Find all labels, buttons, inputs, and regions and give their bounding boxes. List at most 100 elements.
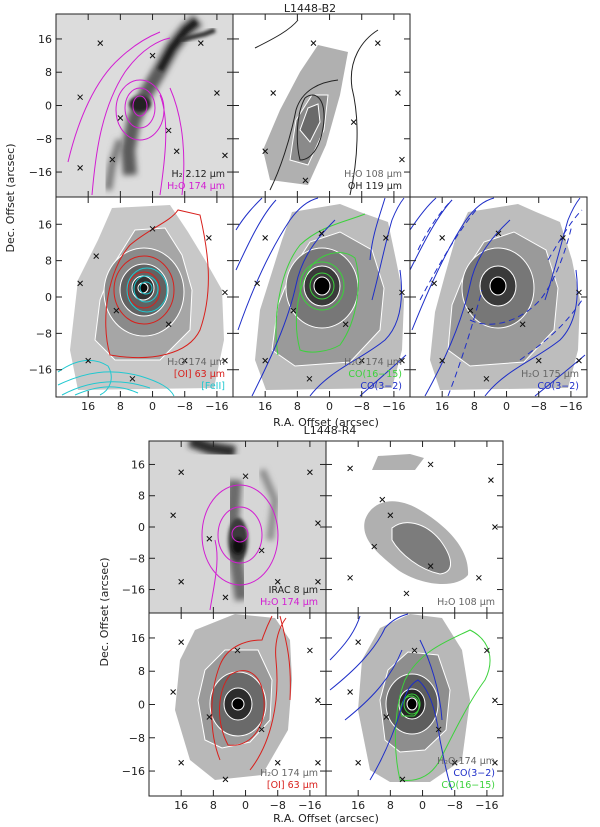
- y-tick-label: 8: [138, 665, 145, 678]
- pointing-cross-marker: [484, 647, 490, 654]
- pointing-cross-marker: [113, 307, 120, 314]
- x-tick-label: −8: [354, 400, 370, 413]
- y-tick-label: 16: [131, 458, 145, 471]
- pointing-cross-marker: [290, 307, 297, 314]
- x-tick-label: −16: [475, 799, 498, 812]
- pointing-cross-marker: [435, 726, 442, 733]
- panel-b2-co-16-15: [235, 197, 407, 397]
- pointing-cross-marker: [97, 40, 104, 46]
- pointing-cross-marker: [427, 461, 434, 468]
- legend-label: CO(16−15): [348, 369, 402, 380]
- legend-label: H₂O 174 μm: [167, 181, 225, 192]
- pointing-cross-marker: [178, 639, 185, 645]
- pointing-cross-marker: [439, 357, 446, 364]
- pointing-cross-marker: [178, 759, 185, 766]
- legend-label: H₂O 108 μm: [437, 597, 495, 608]
- pointing-cross-marker: [307, 647, 313, 654]
- y-tick-label: 0: [138, 699, 145, 712]
- pointing-cross-marker: [129, 375, 136, 382]
- pointing-cross-marker: [476, 574, 482, 581]
- pointing-cross-marker: [258, 726, 265, 733]
- x-tick-label: −8: [270, 799, 286, 812]
- x-tick-label: −8: [177, 400, 193, 413]
- title-l1448-b2: L1448-B2: [284, 2, 336, 15]
- x-tick-label: 8: [210, 799, 217, 812]
- legend-label: OH 119 μm: [348, 181, 402, 192]
- xlabel-top: R.A. Offset (arcsec): [273, 416, 379, 429]
- pointing-cross-marker: [318, 230, 325, 237]
- x-tick-label: 0: [503, 400, 510, 413]
- pointing-cross-marker: [403, 590, 410, 597]
- pointing-cross-marker: [77, 165, 83, 171]
- pointing-cross-marker: [371, 543, 378, 550]
- pointing-cross-marker: [222, 594, 229, 601]
- pointing-cross-marker: [181, 357, 188, 364]
- pointing-cross-marker: [492, 697, 498, 704]
- pointing-cross-marker: [149, 52, 156, 59]
- legend-label: H₂ 2.12 μm: [172, 169, 225, 180]
- x-tick-label: 8: [471, 400, 478, 413]
- y-tick-label: −8: [129, 732, 145, 745]
- pointing-cross-marker: [399, 289, 405, 296]
- pointing-cross-marker: [77, 280, 83, 287]
- pointing-cross-marker: [178, 469, 185, 476]
- pointing-cross-marker: [234, 647, 241, 654]
- pointing-cross-marker: [310, 40, 317, 46]
- x-tick-label: −16: [382, 400, 405, 413]
- x-tick-label: 0: [242, 799, 249, 812]
- pointing-cross-marker: [467, 307, 474, 314]
- pointing-cross-marker: [358, 357, 365, 364]
- pointing-cross-marker: [431, 280, 437, 287]
- pointing-cross-marker: [262, 357, 269, 364]
- legend-label: [FeII]: [201, 381, 225, 392]
- y-tick-label: −16: [122, 584, 145, 597]
- x-tick-label: −16: [298, 799, 321, 812]
- pointing-cross-marker: [374, 40, 381, 46]
- panel-r4-h2o-108: [364, 454, 469, 585]
- legend-label: H₂O 174 μm: [344, 357, 402, 368]
- pointing-cross-marker: [347, 574, 353, 581]
- pointing-cross-marker: [262, 148, 269, 155]
- pointing-cross-marker: [149, 225, 156, 232]
- pointing-cross-marker: [492, 524, 498, 530]
- x-tick-label: 8: [117, 400, 124, 413]
- y-tick-label: 0: [138, 521, 145, 534]
- panel-b2-h2o-108: [254, 19, 379, 196]
- x-tick-label: −8: [531, 400, 547, 413]
- pointing-cross-marker: [214, 90, 220, 96]
- pointing-cross-marker: [274, 759, 281, 766]
- pointing-cross-marker: [347, 465, 353, 472]
- pointing-cross-marker: [576, 357, 582, 364]
- pointing-cross-marker: [77, 94, 83, 101]
- pointing-cross-marker: [222, 357, 228, 364]
- pointing-cross-marker: [197, 40, 204, 46]
- pointing-cross-marker: [165, 127, 172, 134]
- legend-label: [OI] 63 μm: [267, 780, 318, 791]
- x-tick-label: 0: [149, 400, 156, 413]
- legend-label: H₂O 174 μm: [167, 357, 225, 368]
- pointing-cross-marker: [379, 496, 386, 503]
- legend-label: CO(3−2): [360, 381, 402, 392]
- pointing-cross-marker: [302, 177, 309, 184]
- pointing-cross-marker: [488, 477, 494, 483]
- pointing-cross-marker: [399, 156, 405, 163]
- pointing-cross-marker: [178, 578, 185, 585]
- x-tick-label: 8: [294, 400, 301, 413]
- panel-r4-irac-image: [149, 441, 326, 613]
- pointing-cross-marker: [350, 119, 357, 125]
- pointing-cross-marker: [206, 535, 213, 542]
- legend-label: H₂O 174 μm: [260, 768, 318, 779]
- pointing-cross-marker: [270, 90, 277, 96]
- pointing-cross-marker: [399, 357, 405, 364]
- panel-b2-oi-feii: [57, 205, 224, 397]
- x-tick-label: −16: [205, 400, 228, 413]
- pointing-cross-marker: [342, 321, 349, 328]
- pointing-cross-marker: [117, 115, 124, 121]
- y-tick-label: 16: [38, 218, 52, 231]
- y-tick-label: 8: [45, 66, 52, 79]
- pointing-cross-marker: [165, 321, 172, 328]
- pointing-cross-marker: [93, 253, 100, 259]
- pointing-cross-marker: [222, 152, 228, 159]
- pointing-cross-marker: [254, 280, 260, 287]
